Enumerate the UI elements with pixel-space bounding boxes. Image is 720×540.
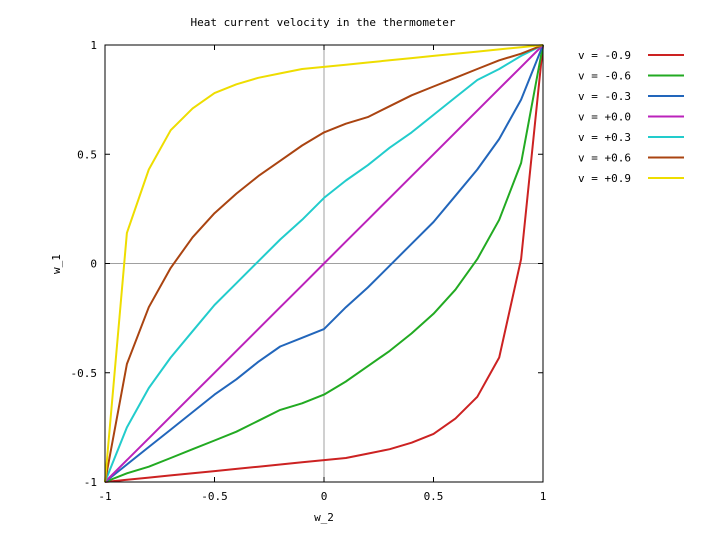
series-line-6 [104, 44, 544, 483]
x-tick-label-0: -1 [98, 490, 111, 503]
series-line-1 [104, 44, 544, 483]
legend-label-1: v = -0.6 [578, 70, 631, 83]
series-line-3 [104, 44, 544, 483]
legend-label-5: v = +0.6 [578, 152, 631, 165]
legend-label-4: v = +0.3 [578, 131, 631, 144]
axis-ticks: -1 -0.5 0 0.5 1 -1 -0.5 0 0.5 1 [71, 39, 547, 503]
series-line-4 [104, 44, 544, 483]
y-tick-label-1: -0.5 [71, 367, 98, 380]
x-tick-label-4: 1 [540, 490, 547, 503]
y-tick-label-0: -1 [84, 476, 97, 489]
legend-label-6: v = +0.9 [578, 172, 631, 185]
x-axis-label: w_2 [314, 511, 334, 524]
y-tick-label-4: 1 [90, 39, 97, 52]
legend-label-2: v = -0.3 [578, 90, 631, 103]
series-line-0 [104, 44, 544, 483]
legend-label-3: v = +0.0 [578, 111, 631, 124]
y-tick-label-2: 0 [90, 258, 97, 271]
x-tick-label-1: -0.5 [201, 490, 228, 503]
legend-label-0: v = -0.9 [578, 49, 631, 62]
y-axis-label: w_1 [50, 254, 63, 274]
x-tick-label-3: 0.5 [424, 490, 444, 503]
series-lines [104, 44, 544, 483]
legend: v = -0.9 v = -0.6 v = -0.3 v = +0.0 v = +0.3… [578, 49, 684, 185]
series-line-2 [104, 44, 544, 483]
x-tick-label-2: 0 [321, 490, 328, 503]
chart-title: Heat current velocity in the thermometer [191, 16, 456, 29]
series-line-5 [104, 44, 544, 483]
y-tick-label-3: 0.5 [77, 148, 97, 161]
